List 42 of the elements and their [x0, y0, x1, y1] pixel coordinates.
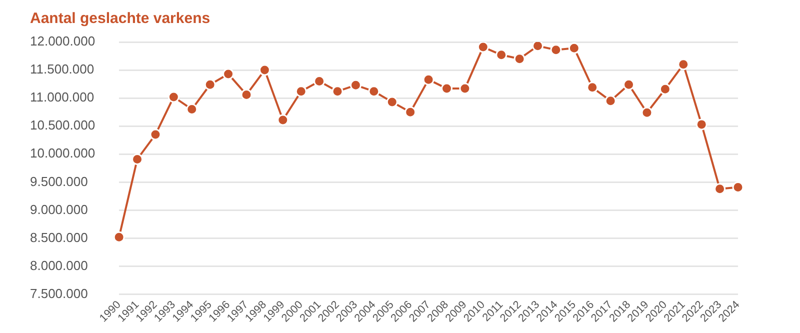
- point: [714, 183, 726, 195]
- point: [568, 42, 580, 54]
- y-tick-label: 9.000.000: [30, 202, 88, 217]
- point: [641, 106, 653, 118]
- point: [277, 114, 289, 126]
- chart-title: Aantal geslachte varkens: [30, 10, 210, 28]
- point: [295, 86, 307, 98]
- point: [659, 83, 671, 95]
- point: [404, 106, 416, 118]
- point: [168, 91, 180, 103]
- point: [368, 86, 380, 98]
- point: [222, 68, 234, 80]
- point: [204, 78, 216, 90]
- point: [696, 118, 708, 130]
- y-tick-label: 12.000.000: [30, 34, 96, 49]
- point: [258, 64, 270, 76]
- point: [732, 182, 744, 193]
- y-tick-label: 7.500.000: [30, 286, 88, 301]
- y-tick-label: 11.500.000: [30, 62, 94, 77]
- y-tick-label: 11.000.000: [30, 90, 94, 105]
- y-tick-label: 10.000.000: [30, 146, 96, 161]
- point: [459, 82, 471, 94]
- point: [240, 88, 252, 100]
- point: [386, 96, 398, 108]
- point: [477, 42, 489, 53]
- y-tick-label: 8.500.000: [30, 230, 88, 245]
- point: [604, 95, 616, 107]
- point: [678, 58, 690, 70]
- point: [332, 86, 344, 98]
- y-tick-label: 8.000.000: [30, 258, 88, 273]
- point: [440, 82, 452, 94]
- point: [113, 231, 125, 243]
- point: [550, 44, 562, 56]
- point: [422, 74, 434, 86]
- point: [514, 53, 526, 65]
- y-tick-label: 9.500.000: [30, 174, 88, 189]
- point: [150, 128, 162, 140]
- point: [586, 82, 598, 94]
- point: [496, 49, 508, 61]
- point: [532, 42, 544, 52]
- y-tick-label: 10.500.000: [30, 118, 96, 133]
- point: [350, 79, 362, 91]
